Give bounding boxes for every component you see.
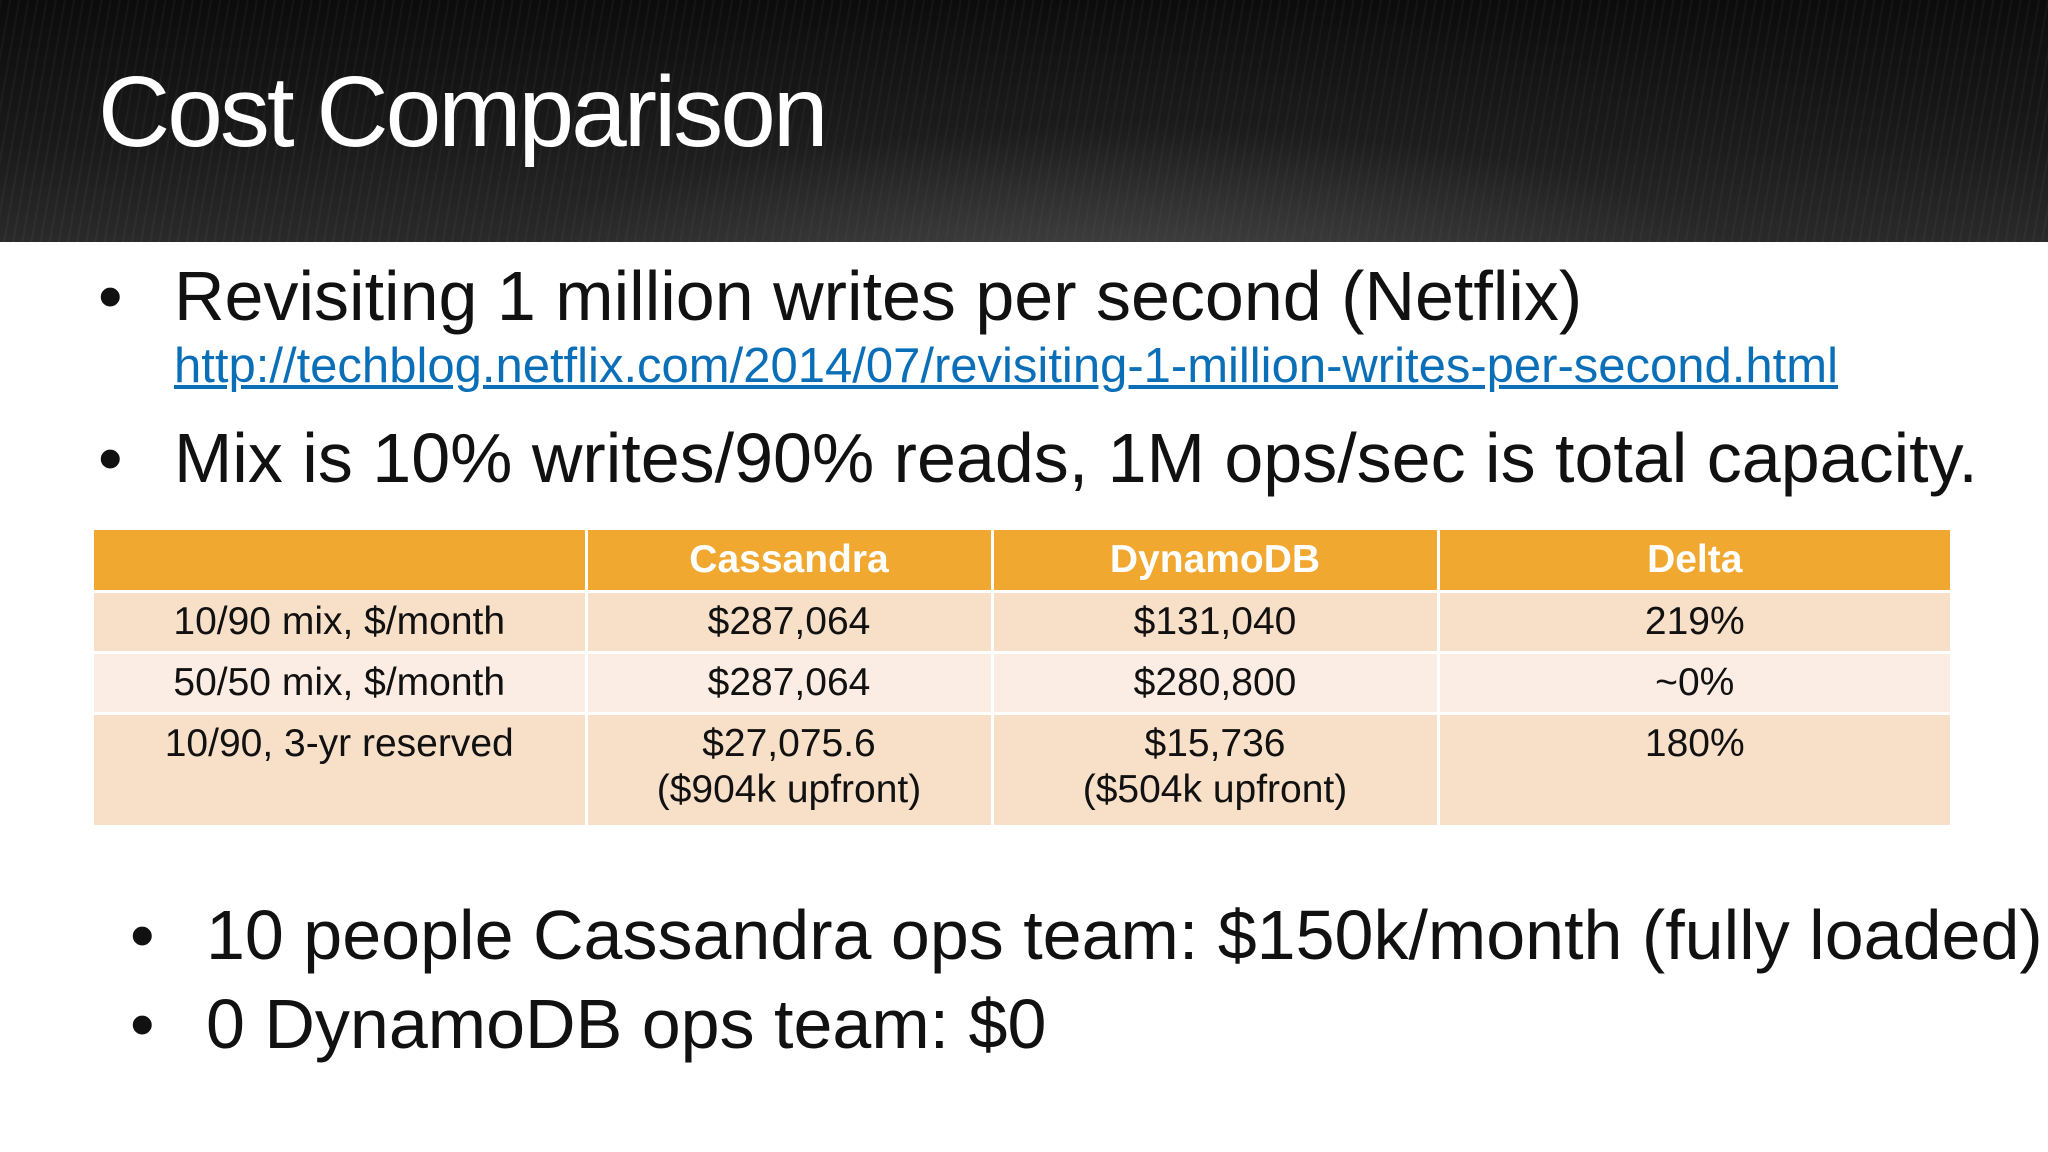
dynamodb-cost: $280,800 bbox=[992, 652, 1440, 715]
dynamodb-cost: $15,736 bbox=[1144, 722, 1286, 765]
delta-value: 180% bbox=[1438, 713, 1950, 828]
cassandra-upfront-note: ($904k upfront) bbox=[656, 768, 922, 811]
bullet-marker: • bbox=[130, 896, 155, 974]
slide-title: Cost Comparison bbox=[98, 56, 829, 168]
dynamodb-cost: $131,040 bbox=[992, 591, 1440, 654]
bullet-text: Revisiting 1 million writes per second (… bbox=[174, 257, 1583, 335]
table-row: 10/90, 3-yr reserved $27,075.6 ($904k up… bbox=[94, 713, 1950, 828]
header-cassandra: Cassandra bbox=[586, 530, 994, 593]
header-empty-cell bbox=[94, 530, 588, 593]
bullet-item-netflix: • Revisiting 1 million writes per second… bbox=[98, 254, 1998, 338]
bullet-text: 10 people Cassandra ops team: $150k/mont… bbox=[206, 896, 2043, 974]
header-dynamodb: DynamoDB bbox=[992, 530, 1440, 593]
cassandra-cost-cell: $27,075.6 ($904k upfront) bbox=[586, 713, 994, 828]
bullet-marker: • bbox=[98, 419, 123, 497]
netflix-blog-link[interactable]: http://techblog.netflix.com/2014/07/revi… bbox=[174, 339, 1838, 393]
dynamodb-upfront-note: ($504k upfront) bbox=[1082, 768, 1348, 811]
cost-comparison-table: Cassandra DynamoDB Delta 10/90 mix, $/mo… bbox=[94, 530, 1950, 828]
row-label: 50/50 mix, $/month bbox=[94, 652, 588, 715]
table-row: 50/50 mix, $/month $287,064 $280,800 ~0% bbox=[94, 652, 1950, 715]
cassandra-cost: $27,075.6 bbox=[702, 722, 876, 765]
bullet-item-cassandra-ops: • 10 people Cassandra ops team: $150k/mo… bbox=[130, 893, 2043, 977]
bullet-item-dynamodb-ops: • 0 DynamoDB ops team: $0 bbox=[130, 982, 2010, 1066]
table-row: 10/90 mix, $/month $287,064 $131,040 219… bbox=[94, 591, 1950, 654]
cassandra-cost: $287,064 bbox=[586, 652, 994, 715]
bullet-text: Mix is 10% writes/90% reads, 1M ops/sec … bbox=[174, 419, 1978, 497]
bullet-marker: • bbox=[130, 985, 155, 1063]
title-banner: Cost Comparison bbox=[0, 0, 2048, 242]
row-label: 10/90 mix, $/month bbox=[94, 591, 588, 654]
cassandra-cost: $287,064 bbox=[586, 591, 994, 654]
table-header-row: Cassandra DynamoDB Delta bbox=[94, 530, 1950, 593]
header-delta: Delta bbox=[1438, 530, 1950, 593]
dynamodb-cost-cell: $15,736 ($504k upfront) bbox=[992, 713, 1440, 828]
row-label: 10/90, 3-yr reserved bbox=[94, 713, 588, 828]
bullet-text: 0 DynamoDB ops team: $0 bbox=[206, 985, 1047, 1063]
bullet-item-mix: • Mix is 10% writes/90% reads, 1M ops/se… bbox=[98, 416, 1998, 500]
bullet-marker: • bbox=[98, 257, 123, 335]
delta-value: ~0% bbox=[1438, 652, 1950, 715]
delta-value: 219% bbox=[1438, 591, 1950, 654]
